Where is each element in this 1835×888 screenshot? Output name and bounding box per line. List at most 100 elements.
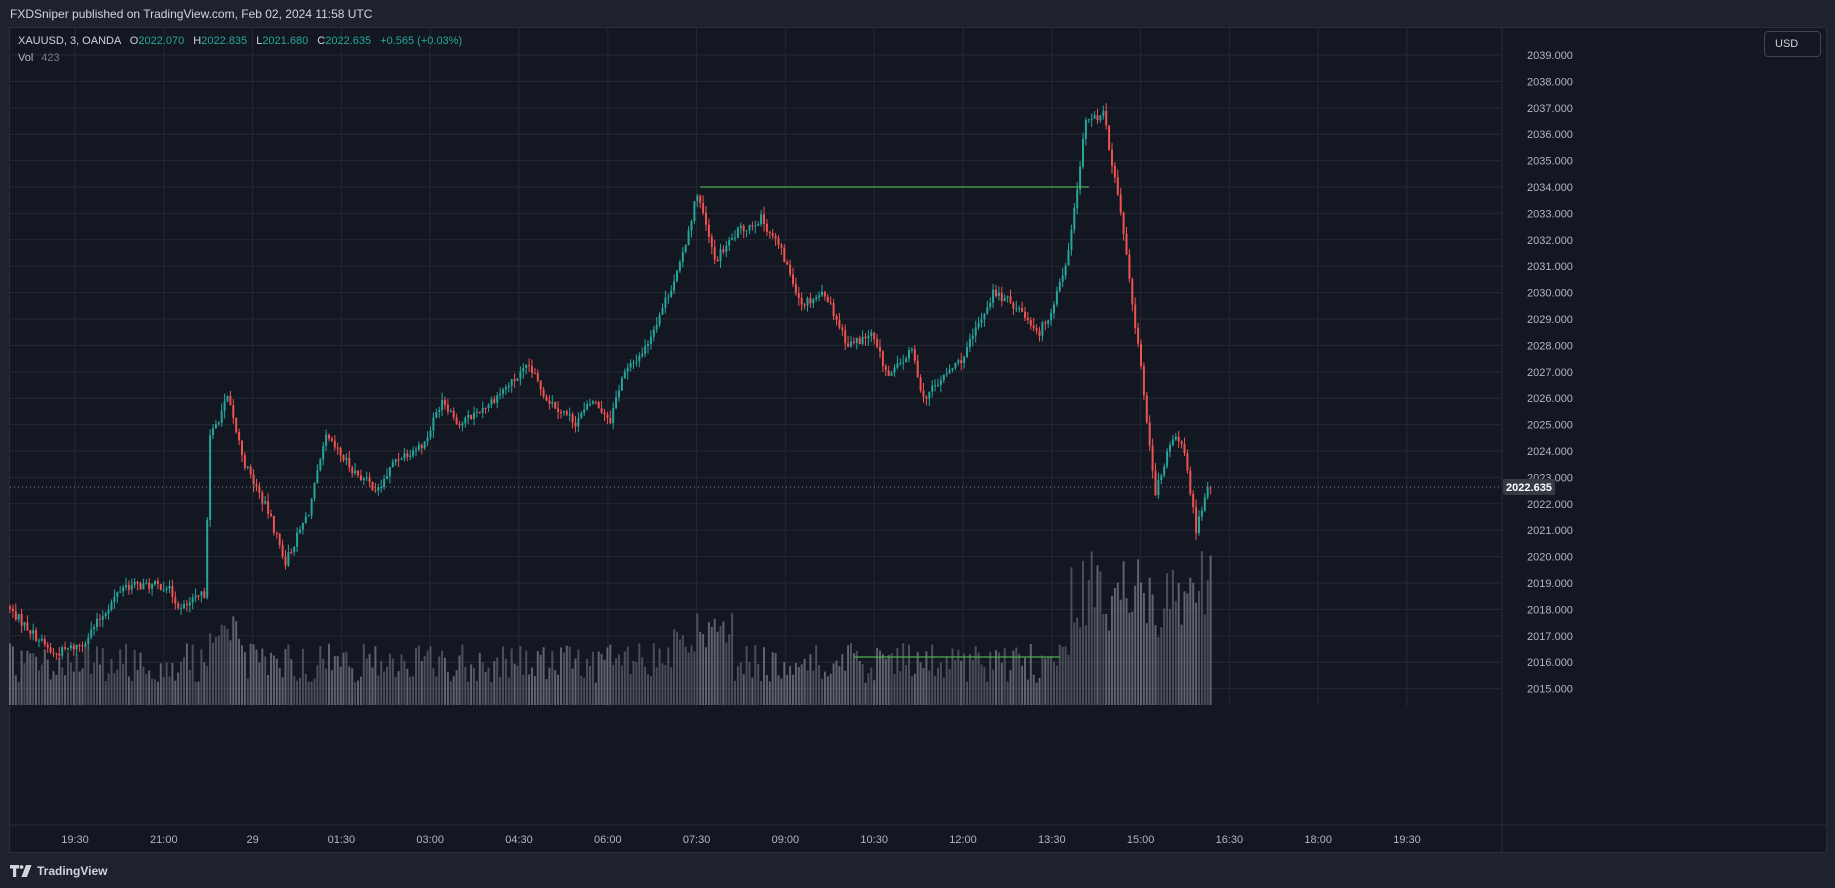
volume-bar [420, 660, 423, 705]
volume-bar [1171, 569, 1174, 705]
volume-bar [754, 645, 757, 705]
candle-body [275, 532, 278, 534]
volume-bar [507, 677, 510, 705]
candle-body [383, 478, 386, 487]
y-tick-label: 2022.000 [1527, 499, 1573, 511]
volume-bar [1140, 582, 1142, 705]
volume-bar [1105, 613, 1108, 705]
volume-bar [217, 635, 220, 705]
volume-bar [383, 671, 386, 705]
volume-bar [893, 674, 896, 705]
candle-body [264, 501, 267, 504]
volume-bar [490, 682, 493, 705]
candle-body [1003, 297, 1006, 301]
volume-bar [876, 647, 879, 705]
candle-body [560, 411, 562, 413]
volume-bar [1134, 585, 1137, 705]
volume-bar [191, 644, 194, 705]
volume-bar [948, 669, 951, 705]
volume-bar [1084, 625, 1087, 705]
candle-body [687, 230, 690, 246]
candle-body [32, 630, 35, 634]
candle-body [1119, 194, 1122, 213]
volume-bar [864, 682, 867, 705]
candle-body [1105, 110, 1108, 126]
volume-bar [502, 646, 504, 705]
volume-bar [499, 677, 502, 705]
candle-body [1087, 119, 1090, 121]
candle-body [815, 297, 818, 300]
volume-bar [148, 670, 151, 705]
candle-body [980, 319, 983, 323]
candle-body [377, 486, 380, 491]
volume-bar [797, 667, 800, 705]
candle-body [203, 591, 206, 598]
candle-body [1108, 125, 1111, 150]
volume-bar [1055, 665, 1058, 705]
volume-bar [232, 616, 235, 705]
volume-bar [1108, 630, 1111, 705]
volume-bar [139, 652, 142, 705]
candle-body [879, 346, 881, 352]
candle-body [238, 432, 241, 441]
volume-bar [678, 639, 681, 705]
volume-bar [319, 645, 322, 705]
volume-bar [330, 670, 333, 705]
candle-body [81, 645, 84, 647]
currency-button[interactable]: USD [1764, 31, 1821, 57]
volume-bar [484, 672, 487, 705]
volume-bar [684, 646, 687, 705]
candle-body [728, 239, 731, 246]
volume-bar [209, 633, 212, 705]
candle-body [417, 444, 420, 450]
candle-body [658, 314, 661, 325]
chart-area[interactable] [9, 27, 1827, 853]
candle-body [304, 516, 307, 523]
volume-bar [705, 647, 707, 705]
candle-body [475, 411, 478, 413]
volume-bar [739, 662, 742, 705]
candle-body [771, 233, 774, 236]
volume-bar [713, 618, 716, 705]
candle-body [960, 360, 963, 363]
candle-body [365, 477, 368, 479]
volume-bar [974, 646, 977, 705]
last-price-label: 2022.635 [1506, 482, 1552, 494]
volume-bar [194, 681, 197, 705]
candle-body [284, 556, 287, 566]
candle-body [159, 583, 162, 590]
candle-body [513, 379, 516, 381]
candle-body [992, 289, 995, 303]
volume-bar [455, 670, 458, 705]
candle-body [655, 324, 658, 330]
volume-bar [774, 653, 777, 705]
candle-body [838, 319, 841, 328]
volume-bar [786, 674, 789, 705]
candle-body [1044, 322, 1047, 324]
candle-body [1151, 445, 1154, 471]
candle-body [232, 405, 235, 418]
candle-body [1166, 451, 1169, 467]
volume-bar [328, 643, 330, 705]
candle-body [290, 552, 293, 554]
volume-bar [423, 656, 426, 705]
volume-bar [1067, 654, 1070, 705]
volume-bar [438, 656, 441, 705]
candle-body [1174, 436, 1177, 440]
candle-body [359, 475, 362, 480]
volume-bar [736, 666, 739, 705]
candle-body [844, 330, 847, 344]
volume-bar [731, 613, 734, 705]
candle-body [136, 581, 139, 584]
candle-body [722, 249, 725, 252]
candle-body [690, 220, 693, 231]
candle-body [571, 414, 574, 423]
volume-bar [470, 664, 473, 705]
candle-body [707, 224, 710, 237]
candle-body [235, 417, 238, 433]
candle-body [46, 644, 49, 648]
candle-body [388, 467, 391, 477]
tradingview-logo[interactable]: TradingView [10, 864, 107, 878]
volume-bar [11, 646, 14, 705]
